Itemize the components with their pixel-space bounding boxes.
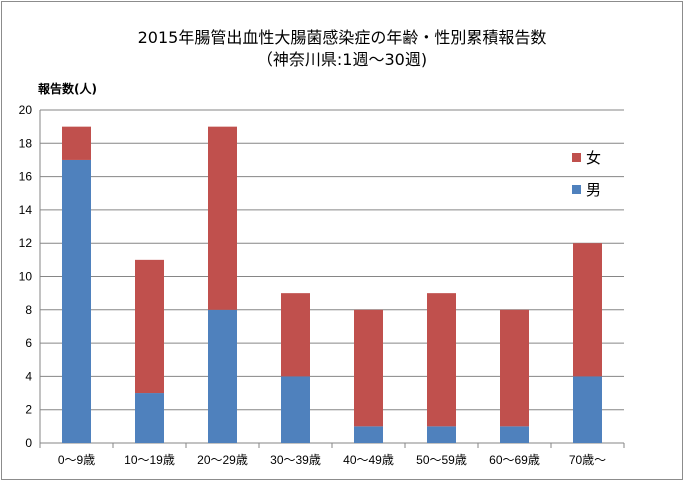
- x-tick-label: 60〜69歳: [489, 453, 540, 467]
- bar-segment: [281, 376, 310, 443]
- y-tick-label: 16: [19, 170, 33, 184]
- bar-segment: [573, 376, 602, 443]
- x-tick-label: 50〜59歳: [416, 453, 467, 467]
- y-tick-label: 2: [25, 403, 32, 417]
- bar-segment: [208, 309, 237, 443]
- legend-swatch: [572, 153, 581, 162]
- y-tick-label: 20: [19, 103, 33, 117]
- chart-title: 2015年腸管出血性大腸菌感染症の年齢・性別累積報告数: [137, 28, 547, 47]
- bar-segment: [573, 243, 602, 377]
- y-tick-label: 10: [19, 270, 33, 284]
- legend-swatch: [572, 185, 581, 194]
- bar-segment: [135, 393, 164, 443]
- y-tick-label: 12: [19, 236, 33, 250]
- y-tick-label: 18: [19, 136, 33, 150]
- x-tick-label: 70歳〜: [569, 453, 606, 467]
- bar-segment: [62, 159, 91, 443]
- bar-segment: [427, 293, 456, 427]
- bar-segment: [62, 126, 91, 160]
- y-tick-label: 14: [19, 203, 33, 217]
- bar-segment: [354, 309, 383, 427]
- bar-segment: [427, 426, 456, 443]
- y-tick-label: 6: [25, 336, 32, 350]
- bar-segment: [500, 309, 529, 427]
- x-tick-label: 30〜39歳: [270, 453, 321, 467]
- bar-segment: [208, 126, 237, 310]
- chart-subtitle: （神奈川県:1週〜30週): [256, 50, 428, 69]
- x-tick-label: 40〜49歳: [343, 453, 394, 467]
- x-tick-label: 20〜29歳: [197, 453, 248, 467]
- bar-segment: [281, 293, 310, 377]
- legend-label: 女: [586, 149, 601, 167]
- bar-segment: [135, 259, 164, 394]
- legend-label: 男: [586, 181, 601, 199]
- bar-segment: [500, 426, 529, 443]
- x-tick-label: 0〜9歳: [58, 453, 95, 467]
- y-axis-label: 報告数(人): [38, 82, 97, 96]
- bar-segment: [354, 426, 383, 443]
- y-tick-label: 4: [25, 369, 32, 383]
- y-tick-label: 8: [25, 303, 32, 317]
- x-tick-label: 10〜19歳: [124, 453, 175, 467]
- y-tick-label: 0: [25, 436, 32, 450]
